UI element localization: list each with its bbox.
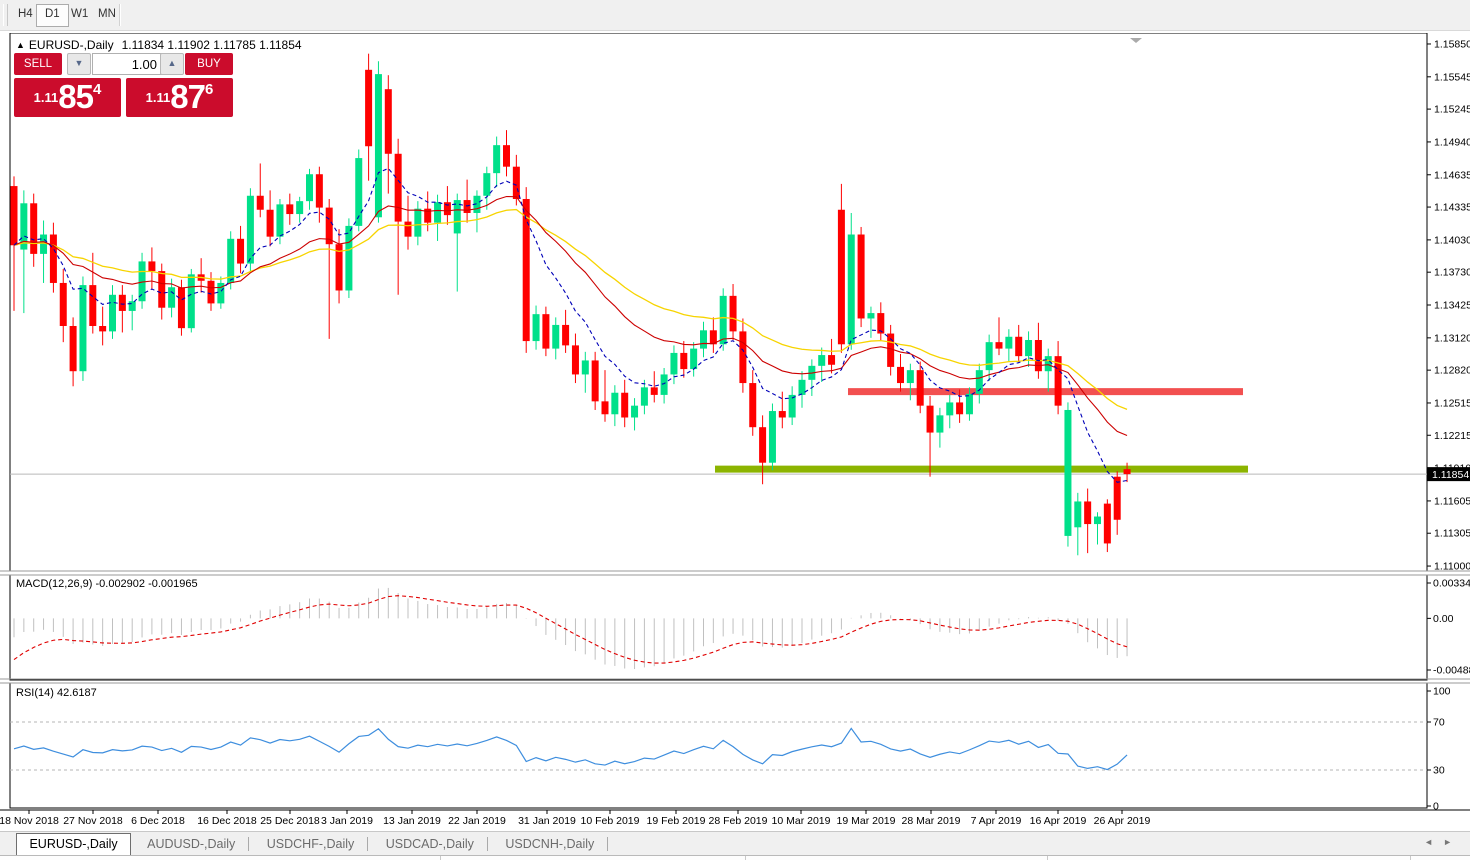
svg-text:0: 0 xyxy=(1433,801,1439,813)
svg-text:25 Dec 2018: 25 Dec 2018 xyxy=(260,815,320,827)
macd-name: MACD(12,26,9) xyxy=(16,578,93,590)
svg-text:1.13120: 1.13120 xyxy=(1434,332,1470,344)
svg-text:30: 30 xyxy=(1433,765,1445,777)
buy-button[interactable]: BUY xyxy=(185,53,233,75)
svg-text:1.11605: 1.11605 xyxy=(1434,495,1470,507)
one-click-trading-panel: SELL ▼ ▲ BUY 1.11854 1.11876 xyxy=(14,53,233,117)
svg-text:13 Jan 2019: 13 Jan 2019 xyxy=(383,815,441,827)
chart-ohlc-values: 1.11834 1.11902 1.11785 1.11854 xyxy=(121,38,302,52)
svg-text:1.11854: 1.11854 xyxy=(1432,469,1469,481)
svg-text:10 Feb 2019: 10 Feb 2019 xyxy=(581,815,640,827)
svg-text:1.12215: 1.12215 xyxy=(1434,430,1470,442)
buy-price-pip: 6 xyxy=(204,81,214,98)
tab-usdcnh[interactable]: USDCNH-,Daily xyxy=(505,837,595,851)
svg-text:27 Nov 2018: 27 Nov 2018 xyxy=(63,815,123,827)
svg-text:0.00: 0.00 xyxy=(1433,613,1454,625)
svg-text:1.15850: 1.15850 xyxy=(1434,38,1470,50)
sell-price-big: 85 xyxy=(58,78,94,115)
timeframe-toolbar: H4 D1 W1 MN xyxy=(0,0,1470,31)
toolbar-grip-icon xyxy=(3,4,8,26)
svg-text:1.12820: 1.12820 xyxy=(1434,365,1470,377)
buy-price-prefix: 1.11 xyxy=(145,90,171,105)
svg-text:18 Nov 2018: 18 Nov 2018 xyxy=(0,815,59,827)
svg-text:70: 70 xyxy=(1433,717,1445,729)
rsi-value: 42.6187 xyxy=(56,687,97,699)
rsi-name: RSI(14) xyxy=(16,687,54,699)
svg-text:28 Feb 2019: 28 Feb 2019 xyxy=(709,815,768,827)
tab-eurusd[interactable]: EURUSD-,Daily xyxy=(16,833,131,856)
svg-text:1.14635: 1.14635 xyxy=(1434,169,1470,181)
volume-decrease-button[interactable]: ▼ xyxy=(67,53,91,75)
timeframe-button-mn[interactable]: MN xyxy=(98,8,116,20)
status-bar xyxy=(0,855,1470,860)
svg-text:1.12515: 1.12515 xyxy=(1434,397,1470,409)
svg-text:26 Apr 2019: 26 Apr 2019 xyxy=(1094,815,1151,827)
svg-text:7 Apr 2019: 7 Apr 2019 xyxy=(971,815,1022,827)
volume-increase-button[interactable]: ▲ xyxy=(160,53,184,75)
svg-text:100: 100 xyxy=(1433,686,1451,698)
tab-separator xyxy=(248,836,250,851)
svg-text:1.14030: 1.14030 xyxy=(1434,234,1470,246)
tab-separator xyxy=(367,836,369,851)
collapse-arrow-icon: ▲ xyxy=(16,40,25,50)
chart-symbol-label: EURUSD-,Daily xyxy=(28,38,114,52)
chart-tab-bar: EURUSD-,Daily AUDUSD-,Daily USDCHF-,Dail… xyxy=(0,831,1470,856)
macd-label: MACD(12,26,9) -0.002902 -0.001965 xyxy=(16,578,198,590)
timeframe-button-d1[interactable]: D1 xyxy=(36,4,69,27)
buy-price-big: 87 xyxy=(170,78,206,115)
tab-usdchf[interactable]: USDCHF-,Daily xyxy=(266,837,355,851)
svg-text:-0.004885: -0.004885 xyxy=(1433,665,1470,677)
volume-input[interactable] xyxy=(92,53,162,75)
svg-text:0.003346: 0.003346 xyxy=(1433,578,1470,590)
svg-text:1.11000: 1.11000 xyxy=(1434,561,1470,573)
svg-text:10 Mar 2019: 10 Mar 2019 xyxy=(772,815,831,827)
svg-text:28 Mar 2019: 28 Mar 2019 xyxy=(902,815,961,827)
macd-values: -0.002902 -0.001965 xyxy=(95,578,198,590)
svg-text:3 Jan 2019: 3 Jan 2019 xyxy=(321,815,373,827)
svg-text:16 Dec 2018: 16 Dec 2018 xyxy=(197,815,257,827)
sell-button[interactable]: SELL xyxy=(14,53,62,75)
sell-price-prefix: 1.11 xyxy=(33,90,59,105)
buy-price-button[interactable]: 1.11876 xyxy=(126,78,233,117)
svg-text:6 Dec 2018: 6 Dec 2018 xyxy=(131,815,185,827)
tab-audusd[interactable]: AUDUSD-,Daily xyxy=(147,837,236,851)
svg-text:19 Mar 2019: 19 Mar 2019 xyxy=(837,815,896,827)
svg-text:16 Apr 2019: 16 Apr 2019 xyxy=(1030,815,1087,827)
tab-separator xyxy=(607,836,609,851)
sell-price-button[interactable]: 1.11854 xyxy=(14,78,121,117)
svg-text:1.14335: 1.14335 xyxy=(1434,202,1470,214)
tab-separator xyxy=(486,836,488,851)
chart-title: ▲ EURUSD-,Daily 1.11834 1.11902 1.11785 1.… xyxy=(16,38,302,52)
chevron-down-icon: ▼ xyxy=(74,58,84,68)
sell-price-pip: 4 xyxy=(92,81,102,98)
timeframe-button-w1[interactable]: W1 xyxy=(71,8,89,20)
svg-text:22 Jan 2019: 22 Jan 2019 xyxy=(448,815,506,827)
svg-text:19 Feb 2019: 19 Feb 2019 xyxy=(647,815,706,827)
tabs-scroll-right-icon[interactable]: ► xyxy=(1443,837,1462,847)
toolbar-separator xyxy=(119,4,121,26)
chevron-up-icon: ▲ xyxy=(167,58,177,68)
tabs-scroll-left-icon[interactable]: ◄ xyxy=(1424,837,1444,847)
svg-text:1.15545: 1.15545 xyxy=(1434,71,1470,83)
rsi-label: RSI(14) 42.6187 xyxy=(16,687,97,699)
chart-canvas[interactable]: 1.15850 1.15545 1.15245 1.14940 1.14635 1.143… xyxy=(0,33,1470,831)
timeframe-button-h4[interactable]: H4 xyxy=(18,8,33,20)
svg-text:1.15245: 1.15245 xyxy=(1434,104,1470,116)
tab-usdcad[interactable]: USDCAD-,Daily xyxy=(385,837,474,851)
svg-text:1.14940: 1.14940 xyxy=(1434,136,1470,148)
svg-text:1.13425: 1.13425 xyxy=(1434,300,1470,312)
svg-text:31 Jan 2019: 31 Jan 2019 xyxy=(518,815,576,827)
svg-text:1.13730: 1.13730 xyxy=(1434,267,1470,279)
svg-text:1.11305: 1.11305 xyxy=(1434,528,1470,540)
